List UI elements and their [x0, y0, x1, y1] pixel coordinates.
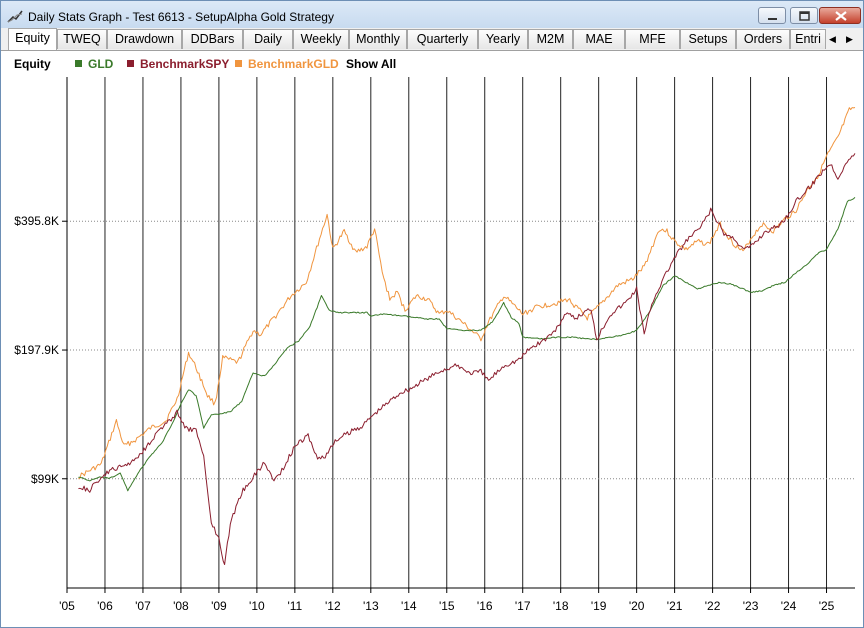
title-bar[interactable]: Daily Stats Graph - Test 6613 - SetupAlp… [1, 1, 863, 31]
show-all-link[interactable]: Show All [346, 57, 397, 71]
x-tick-label: '10 [249, 599, 265, 613]
legend-bar: Equity GLD BenchmarkSPY BenchmarkGLD Sho… [1, 51, 863, 75]
legend-title: Equity [14, 57, 51, 71]
tab-quarterly[interactable]: Quarterly [407, 29, 478, 49]
app-chart-icon [7, 10, 23, 23]
x-tick-label: '06 [97, 599, 113, 613]
x-tick-label: '05 [59, 599, 75, 613]
tab-drawdown[interactable]: Drawdown [107, 29, 182, 49]
tab-tweq[interactable]: TWEQ [57, 29, 107, 49]
close-button[interactable] [819, 7, 861, 24]
minimize-icon [768, 18, 777, 20]
tab-orders[interactable]: Orders [736, 29, 790, 49]
y-tick-label: $197.9K [14, 343, 59, 357]
series-line-benchmarkspy [78, 153, 856, 565]
x-tick-label: '13 [363, 599, 379, 613]
window-title: Daily Stats Graph - Test 6613 - SetupAlp… [28, 10, 334, 24]
maximize-icon [799, 11, 810, 21]
x-tick-label: '19 [591, 599, 607, 613]
legend-item-benchmarkspy[interactable]: BenchmarkSPY [140, 57, 230, 71]
x-tick-label: '25 [819, 599, 835, 613]
legend-item-benchmarkgld[interactable]: BenchmarkGLD [248, 57, 339, 71]
x-tick-label: '15 [439, 599, 455, 613]
tab-entries[interactable]: Entri [790, 29, 826, 49]
series-line-gld [78, 197, 856, 492]
tab-daily[interactable]: Daily [243, 29, 293, 49]
x-tick-label: '22 [705, 599, 721, 613]
tab-setups[interactable]: Setups [680, 29, 736, 49]
x-tick-label: '14 [401, 599, 417, 613]
x-tick-label: '11 [287, 599, 302, 613]
x-tick-label: '20 [629, 599, 645, 613]
tab-equity[interactable]: Equity [8, 28, 57, 50]
tab-yearly[interactable]: Yearly [478, 29, 528, 49]
x-tick-label: '18 [553, 599, 569, 613]
tab-monthly[interactable]: Monthly [349, 29, 407, 49]
tab-weekly[interactable]: Weekly [293, 29, 349, 49]
x-tick-label: '16 [477, 599, 493, 613]
x-tick-label: '08 [173, 599, 189, 613]
tab-strip: Equity TWEQ Drawdown DDBars Daily Weekly… [1, 28, 863, 51]
legend-item-gld[interactable]: GLD [88, 57, 114, 71]
legend-swatch-benchmarkgld [235, 60, 242, 67]
close-icon [835, 11, 847, 21]
series-line-benchmarkgld [78, 107, 856, 480]
x-tick-label: '17 [515, 599, 531, 613]
x-tick-label: '07 [135, 599, 151, 613]
x-tick-label: '21 [667, 599, 683, 613]
tab-ddbars[interactable]: DDBars [182, 29, 243, 49]
equity-chart: '05 '06 '07 '08 '09 '10 '11 '12 '13 '14 '15 '16 '17 '… [14, 77, 856, 613]
tab-mae[interactable]: MAE [573, 29, 625, 49]
tab-scroll-left-icon[interactable]: ◀ [829, 34, 836, 44]
x-tick-label: '09 [211, 599, 227, 613]
y-tick-label: $395.8K [14, 214, 59, 228]
y-tick-label: $99K [31, 472, 59, 486]
legend-swatch-gld [75, 60, 82, 67]
tab-m2m[interactable]: M2M [528, 29, 573, 49]
x-tick-label: '12 [325, 599, 341, 613]
x-tick-label: '24 [781, 599, 797, 613]
legend-swatch-benchmarkspy [127, 60, 134, 67]
minimize-button[interactable] [758, 7, 786, 24]
tab-scroll-right-icon[interactable]: ▶ [846, 34, 853, 44]
tab-mfe[interactable]: MFE [625, 29, 680, 49]
x-tick-label: '23 [743, 599, 759, 613]
chart-area: '05 '06 '07 '08 '09 '10 '11 '12 '13 '14 '15 '16 '17 '… [1, 75, 863, 627]
maximize-button[interactable] [790, 7, 818, 24]
